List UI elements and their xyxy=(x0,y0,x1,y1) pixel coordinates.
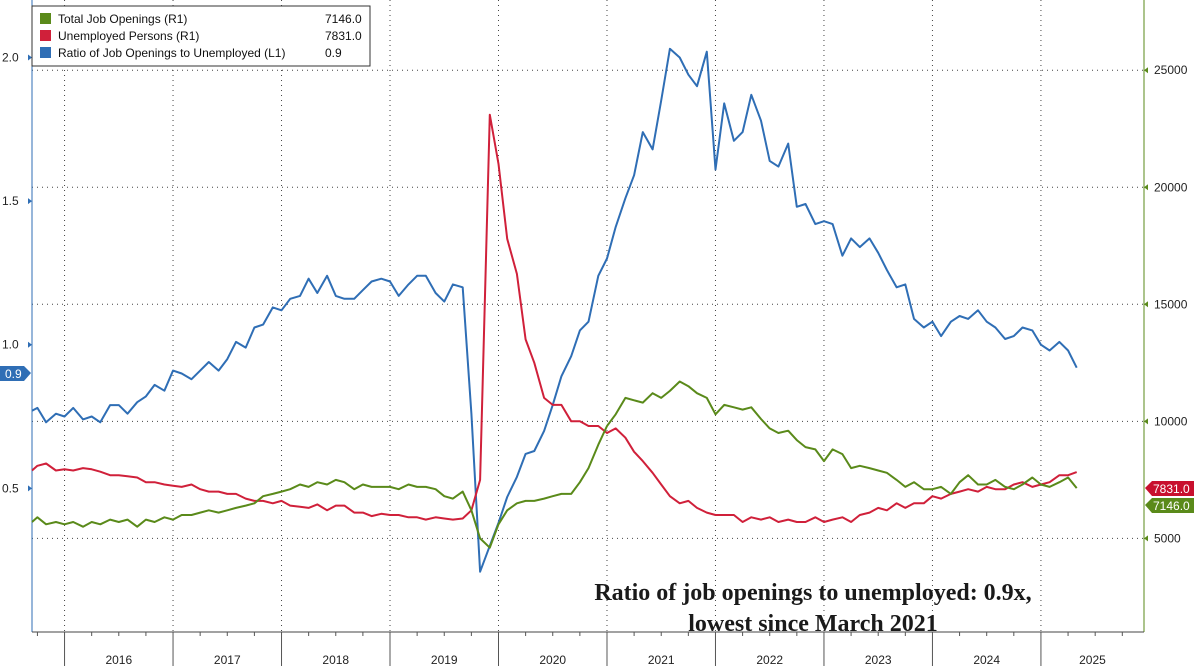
right-tick-mark-5000 xyxy=(1144,535,1148,542)
ratio-value-text: 0.9 xyxy=(5,367,22,381)
right-tick-label-10000: 10000 xyxy=(1154,414,1188,428)
annotation-line-2: lowest since March 2021 xyxy=(688,611,938,637)
right-tick-mark-15000 xyxy=(1144,301,1148,308)
right-tick-label-15000: 15000 xyxy=(1154,297,1188,311)
legend-box xyxy=(31,5,371,67)
x-tick-label-2025: 2025 xyxy=(1079,653,1106,666)
left-tick-label-2: 2.0 xyxy=(2,50,19,64)
left-tick-mark-1.5 xyxy=(28,198,32,205)
grid xyxy=(32,0,1144,632)
right-tick-mark-10000 xyxy=(1144,418,1148,425)
x-tick-label-2021: 2021 xyxy=(648,653,675,666)
unemployed-value-box: 7831.0 xyxy=(1145,481,1194,496)
legend-label-ratio: Ratio of Job Openings to Unemployed (L1) xyxy=(58,46,285,60)
x-axis: 2016 2017 2018 2019 2020 2021 2022 2023 2024 2025 xyxy=(36,632,1123,666)
openings-value-box: 7146.0 xyxy=(1145,498,1194,513)
openings-value-text: 7146.0 xyxy=(1153,499,1190,513)
right-tick-label-25000: 25000 xyxy=(1154,63,1188,77)
right-tick-mark-25000 xyxy=(1144,67,1148,74)
x-tick-label-2016: 2016 xyxy=(105,653,132,666)
series-line-ratio-of-job-openings-to-unemployed-l1 xyxy=(31,47,1078,573)
right-axis-ticks: 5000 10000 15000 20000 25000 xyxy=(1144,63,1188,545)
series-line-unemployed-persons-r1 xyxy=(31,113,1078,523)
legend-swatch-ratio xyxy=(40,47,51,58)
legend-value-unemployed: 7831.0 xyxy=(325,29,362,43)
legend-swatch-openings xyxy=(40,13,51,24)
legend: Total Job Openings (R1) 7146.0 Unemploye… xyxy=(31,5,371,67)
annotation: Ratio of job openings to unemployed: 0.9… xyxy=(594,580,1031,637)
left-tick-mark-1 xyxy=(28,341,32,348)
legend-value-openings: 7146.0 xyxy=(325,12,362,26)
series xyxy=(31,47,1078,573)
left-tick-label-1: 1.0 xyxy=(2,338,19,352)
annotation-line-1: Ratio of job openings to unemployed: 0.9… xyxy=(594,580,1031,606)
ratio-value-box: 0.9 xyxy=(0,366,31,381)
series-line-total-job-openings-r1 xyxy=(31,380,1078,549)
x-tick-label-2020: 2020 xyxy=(539,653,566,666)
x-tick-label-2019: 2019 xyxy=(431,653,458,666)
left-tick-mark-2 xyxy=(28,54,32,61)
left-tick-mark-0.5 xyxy=(28,485,32,492)
left-tick-label-0.5: 0.5 xyxy=(2,481,19,495)
x-tick-label-2018: 2018 xyxy=(322,653,349,666)
left-axis-ticks: 0.5 1.0 1.5 2.0 xyxy=(2,50,32,495)
right-tick-mark-20000 xyxy=(1144,184,1148,191)
x-tick-label-2023: 2023 xyxy=(865,653,892,666)
legend-label-openings: Total Job Openings (R1) xyxy=(58,12,187,26)
legend-swatch-unemployed xyxy=(40,30,51,41)
x-tick-label-2022: 2022 xyxy=(756,653,783,666)
last-value-labels: 0.9 7831.0 7146.0 xyxy=(0,366,1194,513)
axes xyxy=(31,0,1145,633)
unemployed-value-text: 7831.0 xyxy=(1153,482,1190,496)
x-tick-label-2017: 2017 xyxy=(214,653,241,666)
x-tick-label-2024: 2024 xyxy=(973,653,1000,666)
right-tick-label-20000: 20000 xyxy=(1154,180,1188,194)
right-tick-label-5000: 5000 xyxy=(1154,531,1181,545)
legend-value-ratio: 0.9 xyxy=(325,46,342,60)
left-tick-label-1.5: 1.5 xyxy=(2,194,19,208)
legend-label-unemployed: Unemployed Persons (R1) xyxy=(58,29,199,43)
